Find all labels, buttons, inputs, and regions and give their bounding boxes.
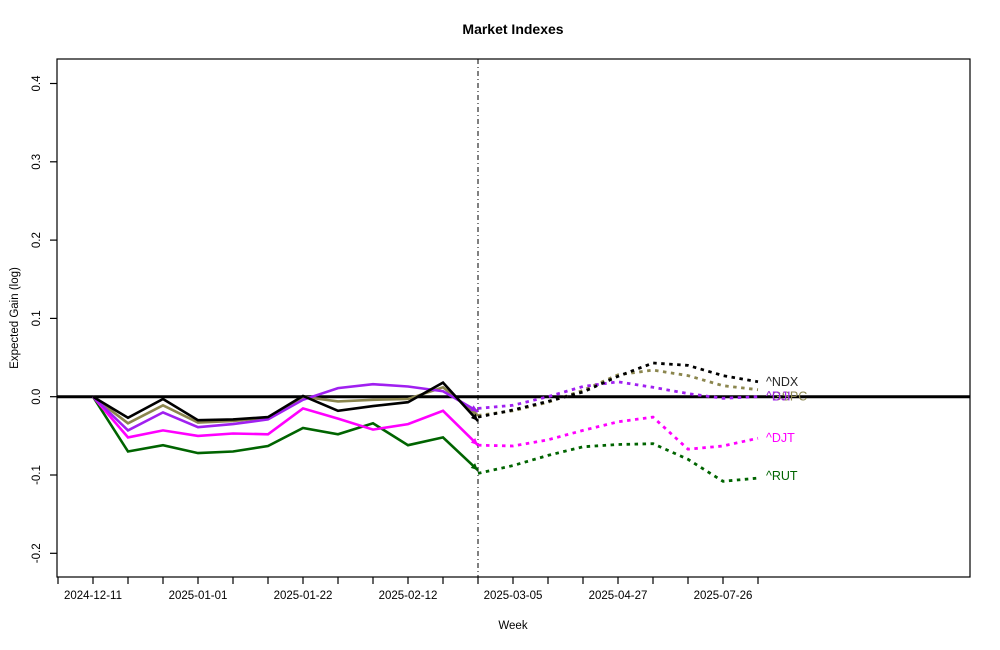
series-line-djt <box>92 395 479 447</box>
series-label-rut: ^RUT <box>766 469 798 483</box>
series-line-dji <box>92 382 479 432</box>
forecast-line-rut <box>477 442 759 483</box>
series-label-dji: ^DJI <box>766 390 791 404</box>
forecast-line-ndx <box>477 361 759 419</box>
series-line-ndx <box>92 380 479 422</box>
series-label-ndx: ^NDX <box>766 375 799 389</box>
x-tick-label: 2025-01-01 <box>169 590 228 602</box>
plot-border <box>56 58 971 578</box>
forecast-line-dji <box>477 380 759 410</box>
x-tick-label: 2025-07-26 <box>694 590 753 602</box>
series-layer <box>91 361 759 483</box>
series-arrowhead-rut <box>470 463 478 471</box>
series-arrowhead-ndx <box>470 413 478 421</box>
y-tick-label: 0.3 <box>31 154 43 170</box>
series-arrowhead-djt <box>470 438 478 446</box>
forecast-line-djt <box>477 415 759 451</box>
chart-title: Market Indexes <box>462 21 563 37</box>
series-label-gspc: ^GSPC <box>766 390 807 404</box>
y-tick-label: 0.4 <box>31 75 43 92</box>
series-line-rut <box>91 396 479 472</box>
axes-layer: 0.4 0.3 0.2 0.1 0.0 -0.1 -0.2 2024-12-11 2025-01… <box>31 58 971 602</box>
y-axis-title: Expected Gain (log) <box>9 267 21 369</box>
y-tick-label: 0.1 <box>31 310 43 326</box>
x-axis-title: Week <box>498 620 527 632</box>
series-arrowhead-dji <box>470 405 478 412</box>
series-label-djt: ^DJT <box>766 431 795 445</box>
y-tick-label: -0.1 <box>31 465 43 485</box>
y-tick-label: 0.0 <box>31 389 43 405</box>
x-tick-label: 2024-12-11 <box>64 590 122 602</box>
forecast-line-gspc <box>477 368 759 417</box>
x-tick-label: 2025-02-12 <box>379 590 438 602</box>
x-tick-label: 2025-03-05 <box>484 590 543 602</box>
x-tick-label: 2025-04-27 <box>589 590 648 602</box>
series-annotations: ^RUT ^DJT ^GSPC^DJI^NDX <box>766 375 807 483</box>
y-tick-label: -0.2 <box>31 543 43 563</box>
x-tick-label: 2025-01-22 <box>274 590 333 602</box>
y-tick-label: 0.2 <box>31 232 43 248</box>
